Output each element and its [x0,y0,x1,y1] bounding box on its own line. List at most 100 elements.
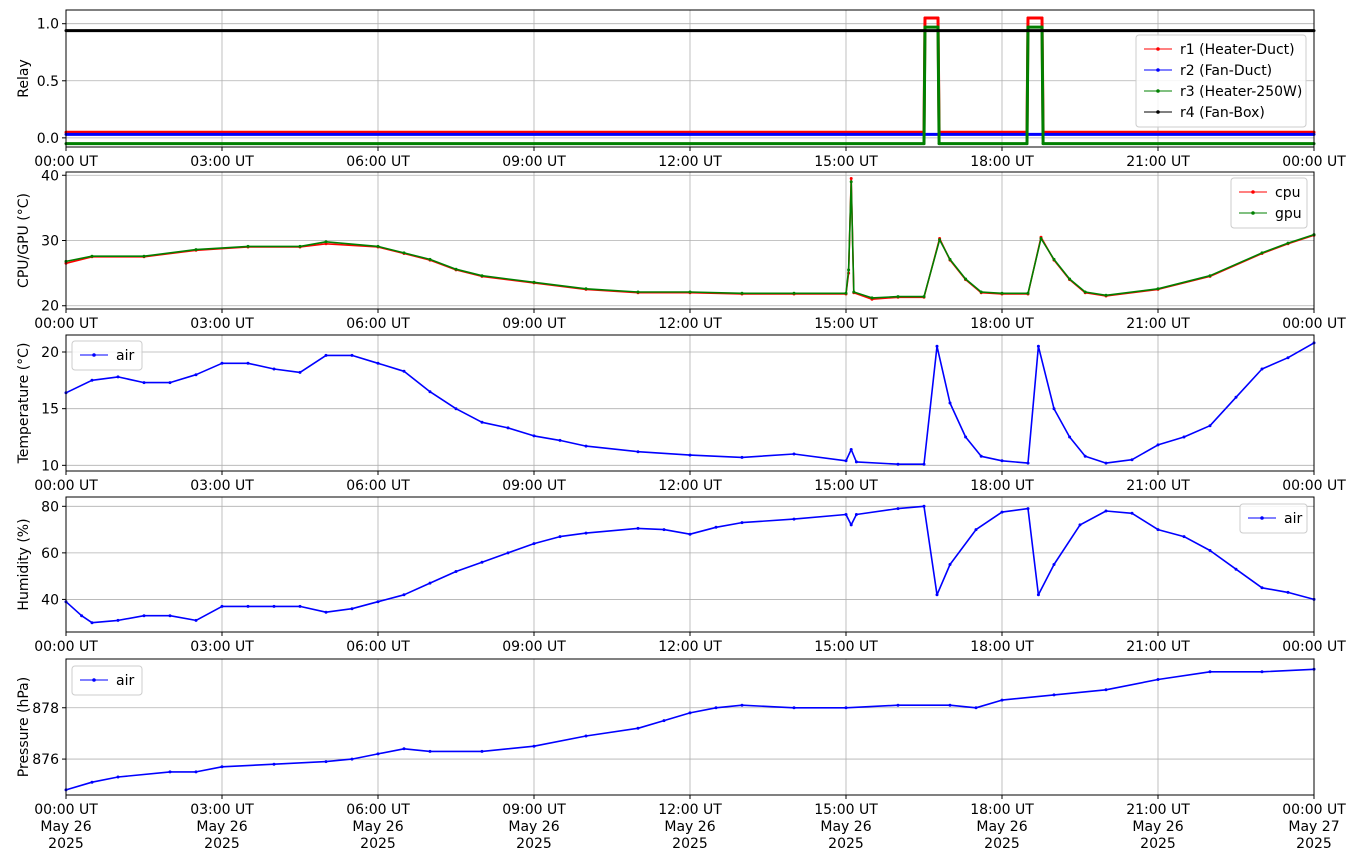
data-point [220,361,224,365]
legend-entry: air [1284,511,1302,527]
data-point [454,407,458,411]
x-date-label: May 26 [40,819,91,835]
data-point [852,290,856,294]
x-tick-label: 15:00 UT [814,316,878,332]
y-tick-label: 15 [41,402,59,418]
data-point [1208,274,1212,278]
data-point [1040,25,1044,29]
x-tick-label: 09:00 UT [502,478,566,494]
x-tick-label: 21:00 UT [1126,802,1190,818]
data-point [168,770,172,774]
data-point [402,251,406,255]
data-point [1234,395,1238,399]
data-point [1040,16,1044,20]
legend-box [71,665,143,696]
data-point [506,426,510,430]
x-year-label: 2025 [48,836,84,852]
data-point [428,257,432,261]
data-point [350,757,354,761]
data-point [1260,251,1264,255]
data-point [80,614,84,618]
data-point [454,267,458,271]
data-point [636,726,640,730]
data-point [1156,678,1160,681]
data-point [506,551,510,555]
y-axis-label: Temperature (°C) [16,343,32,465]
data-point [1286,590,1290,594]
series-line-air [65,505,1315,624]
data-point [350,353,354,357]
x-tick-label: 21:00 UT [1126,639,1190,655]
legend-entry: cpu [1275,185,1300,201]
data-point [896,295,900,299]
data-point [792,517,796,521]
x-tick-label: 09:00 UT [502,802,566,818]
x-tick-label: 03:00 UT [190,316,254,332]
legend-entry: r4 (Fan-Box) [1180,105,1265,121]
data-point [142,614,146,618]
data-point [740,703,744,707]
data-point [324,240,328,244]
data-point [1286,241,1290,245]
data-point [142,381,146,385]
x-year-label: 2025 [360,836,396,852]
data-point [298,604,302,608]
x-tick-label: 00:00 UT [34,639,98,655]
data-point [220,765,224,769]
legend: air [1239,503,1308,534]
legend-marker [1260,516,1264,520]
data-point [480,560,484,564]
data-point [662,528,666,532]
data-point [298,244,302,248]
data-point [714,706,718,710]
data-point [636,290,640,294]
x-tick-label: 18:00 UT [970,154,1034,170]
x-date-label: May 26 [664,819,715,835]
data-point [688,290,692,294]
data-point [922,462,926,466]
data-point [870,296,874,300]
data-point [1260,670,1264,674]
x-date-label: May 26 [196,819,247,835]
x-tick-label: 00:00 UT [1282,316,1346,332]
data-point [688,453,692,457]
data-point [90,378,94,382]
x-tick-label: 15:00 UT [814,478,878,494]
data-point [584,531,588,535]
data-point [246,244,250,248]
x-year-label: 2025 [672,836,708,852]
data-point [1156,287,1160,291]
x-date-label: May 26 [976,819,1027,835]
data-point [532,280,536,284]
data-point [740,521,744,525]
y-tick-label: 0.5 [37,74,59,90]
x-tick-label: 18:00 UT [970,478,1034,494]
y-tick-label: 1.0 [37,17,59,33]
x-tick-label: 15:00 UT [814,154,878,170]
x-year-label: 2025 [1140,836,1176,852]
x-date-label: May 26 [1132,819,1183,835]
data-point [584,734,588,738]
y-tick-label: 878 [32,701,59,717]
data-point [324,760,328,764]
data-point [1068,435,1072,439]
data-point [376,752,380,756]
x-date-label: May 26 [508,819,559,835]
data-point [937,142,941,146]
data-point [844,291,848,295]
legend: air [71,340,143,371]
data-point [90,621,94,625]
x-tick-label: 00:00 UT [1282,478,1346,494]
data-point [168,381,172,385]
panel-4: 40 60 80 Humidity (%) 00:00 UT 03:00 UT 06:00 … [16,496,1346,655]
y-axis-label: Pressure (hPa) [16,677,32,777]
data-point [792,452,796,456]
data-point [584,287,588,291]
data-point [1104,688,1108,692]
data-point [584,444,588,448]
data-point [194,373,198,377]
x-date-label: May 27 [1288,819,1339,835]
data-point [1026,16,1030,20]
data-point [1000,510,1004,514]
